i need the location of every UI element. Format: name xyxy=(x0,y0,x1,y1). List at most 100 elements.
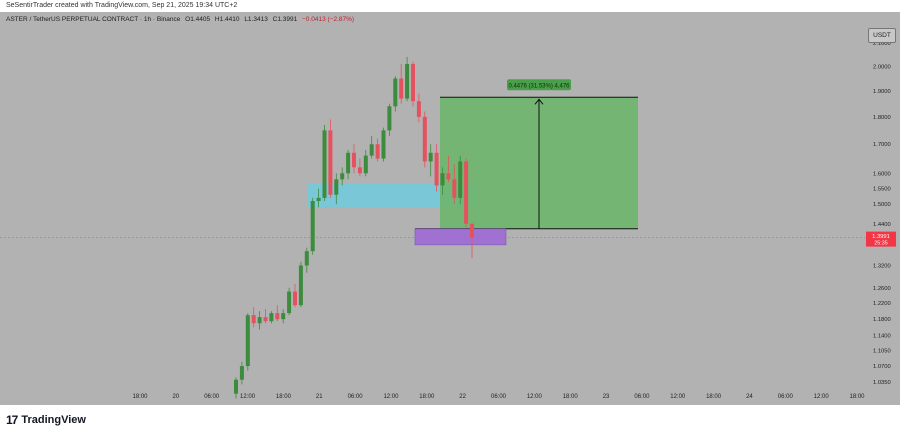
price-tick-label: 1.6000 xyxy=(873,171,891,177)
candle-body xyxy=(458,161,463,198)
candle-body xyxy=(257,317,262,324)
candle-body xyxy=(269,313,274,322)
footer: 17 TradingView xyxy=(0,405,900,433)
drawing-layer[interactable]: 0.4476 (31.53%) 4,476 xyxy=(0,79,865,246)
candle xyxy=(363,149,368,177)
candle xyxy=(287,287,292,316)
time-tick-label: 18:00 xyxy=(706,394,722,400)
candle xyxy=(328,119,333,198)
position-label: 0.4476 (31.53%) 4,476 xyxy=(508,83,570,89)
time-tick-label: 06:00 xyxy=(204,394,220,400)
price-tick-label: 1.2600 xyxy=(873,286,891,292)
candle xyxy=(464,158,469,228)
candle xyxy=(322,124,327,202)
candle-body xyxy=(428,152,433,162)
candle xyxy=(381,127,386,162)
candle-body xyxy=(446,173,451,180)
time-tick-label: 18:00 xyxy=(419,394,435,400)
candle xyxy=(340,167,345,186)
legend-high: H1.4410 xyxy=(215,16,240,23)
price-axis[interactable]: 2.1000 2.0000 1.9000 1.8000 1.7000 1.6000 1.55… xyxy=(866,41,896,386)
time-tick-label: 06:00 xyxy=(778,394,794,400)
candle-body xyxy=(357,167,362,174)
attribution-bar: SeSentirTrader created with TradingView.… xyxy=(0,0,900,12)
candle xyxy=(304,247,309,273)
candle-body xyxy=(411,63,415,102)
time-tick-label: 12:00 xyxy=(527,394,543,400)
time-tick-label: 06:00 xyxy=(491,394,507,400)
candle-body xyxy=(346,152,351,174)
price-tick-label: 1.8000 xyxy=(873,115,891,121)
time-tick-label: 12:00 xyxy=(383,394,399,400)
price-tick-label: 2.1000 xyxy=(873,41,891,47)
candle xyxy=(470,223,474,258)
candle-body xyxy=(245,315,250,367)
time-tick-label: 21 xyxy=(316,394,323,400)
candle-body xyxy=(334,179,339,195)
time-tick-label: 24 xyxy=(746,394,753,400)
candle xyxy=(245,313,250,371)
candle-body xyxy=(422,116,427,162)
legend-change: −0.0413 (−2.87%) xyxy=(302,16,354,23)
candle xyxy=(281,309,286,324)
candle-body xyxy=(399,78,404,99)
candle-body xyxy=(369,144,374,156)
candlestick-chart[interactable]: ASTER / TetherUS PERPETUAL CONTRACT · 1h… xyxy=(0,12,900,405)
price-tick-label: 2.0000 xyxy=(873,64,891,70)
candle xyxy=(422,111,427,168)
candle-body xyxy=(287,291,292,314)
candle-body xyxy=(363,155,368,174)
price-tick-label: 1.2200 xyxy=(873,301,891,307)
candle-body xyxy=(381,130,386,159)
candle xyxy=(446,155,451,183)
time-tick-label: 23 xyxy=(603,394,610,400)
candle xyxy=(275,305,280,322)
candle xyxy=(310,197,315,255)
candle xyxy=(239,361,244,385)
last-price-tag[interactable] xyxy=(866,231,896,247)
candle xyxy=(399,63,404,104)
tradingview-logo[interactable]: 17 TradingView xyxy=(6,413,86,427)
candle-body xyxy=(316,197,321,202)
candle xyxy=(387,103,392,136)
candle-body xyxy=(434,152,439,186)
candle-body xyxy=(375,144,380,159)
candle-body xyxy=(393,78,398,107)
currency-badge[interactable]: USDT xyxy=(868,28,896,43)
chart-area[interactable]: ASTER / TetherUS PERPETUAL CONTRACT · 1h… xyxy=(0,12,900,405)
candle xyxy=(411,61,415,107)
price-tick-label: 1.1050 xyxy=(873,349,891,355)
candle-body xyxy=(452,179,457,198)
candle xyxy=(434,144,439,192)
price-tick-label: 1.7000 xyxy=(873,142,891,148)
price-tick-label: 1.9000 xyxy=(873,89,891,95)
time-tick-label: 18:00 xyxy=(563,394,579,400)
candle-body xyxy=(387,106,392,131)
candle-body xyxy=(251,315,256,324)
candle-body xyxy=(470,223,474,238)
candle xyxy=(405,56,410,102)
candle-body xyxy=(298,265,303,306)
candle xyxy=(234,377,238,399)
time-axis[interactable]: 18:00 20 06:00 12:00 18:00 21 06:00 12:00 18:00 2… xyxy=(132,394,865,400)
candle-body xyxy=(239,366,244,380)
demand-zone[interactable] xyxy=(307,183,477,208)
entry-zone[interactable] xyxy=(414,228,507,246)
time-tick-label: 06:00 xyxy=(348,394,364,400)
time-tick-label: 18:00 xyxy=(276,394,292,400)
tradingview-logo-text: TradingView xyxy=(21,414,86,426)
legend-low: L1.3413 xyxy=(244,16,268,23)
candle xyxy=(458,155,463,205)
time-tick-label: 12:00 xyxy=(670,394,686,400)
candle xyxy=(316,188,321,208)
time-tick-label: 18:00 xyxy=(849,394,865,400)
price-tick-label: 1.1400 xyxy=(873,334,891,340)
candle-body xyxy=(464,161,469,224)
tradingview-logo-icon: 17 xyxy=(6,413,18,427)
candle xyxy=(428,144,433,177)
candle xyxy=(293,283,297,308)
candle-body xyxy=(263,317,268,322)
legend-line: ASTER / TetherUS PERPETUAL CONTRACT · 1h… xyxy=(6,16,354,23)
candle xyxy=(416,93,421,123)
candle xyxy=(263,309,268,324)
